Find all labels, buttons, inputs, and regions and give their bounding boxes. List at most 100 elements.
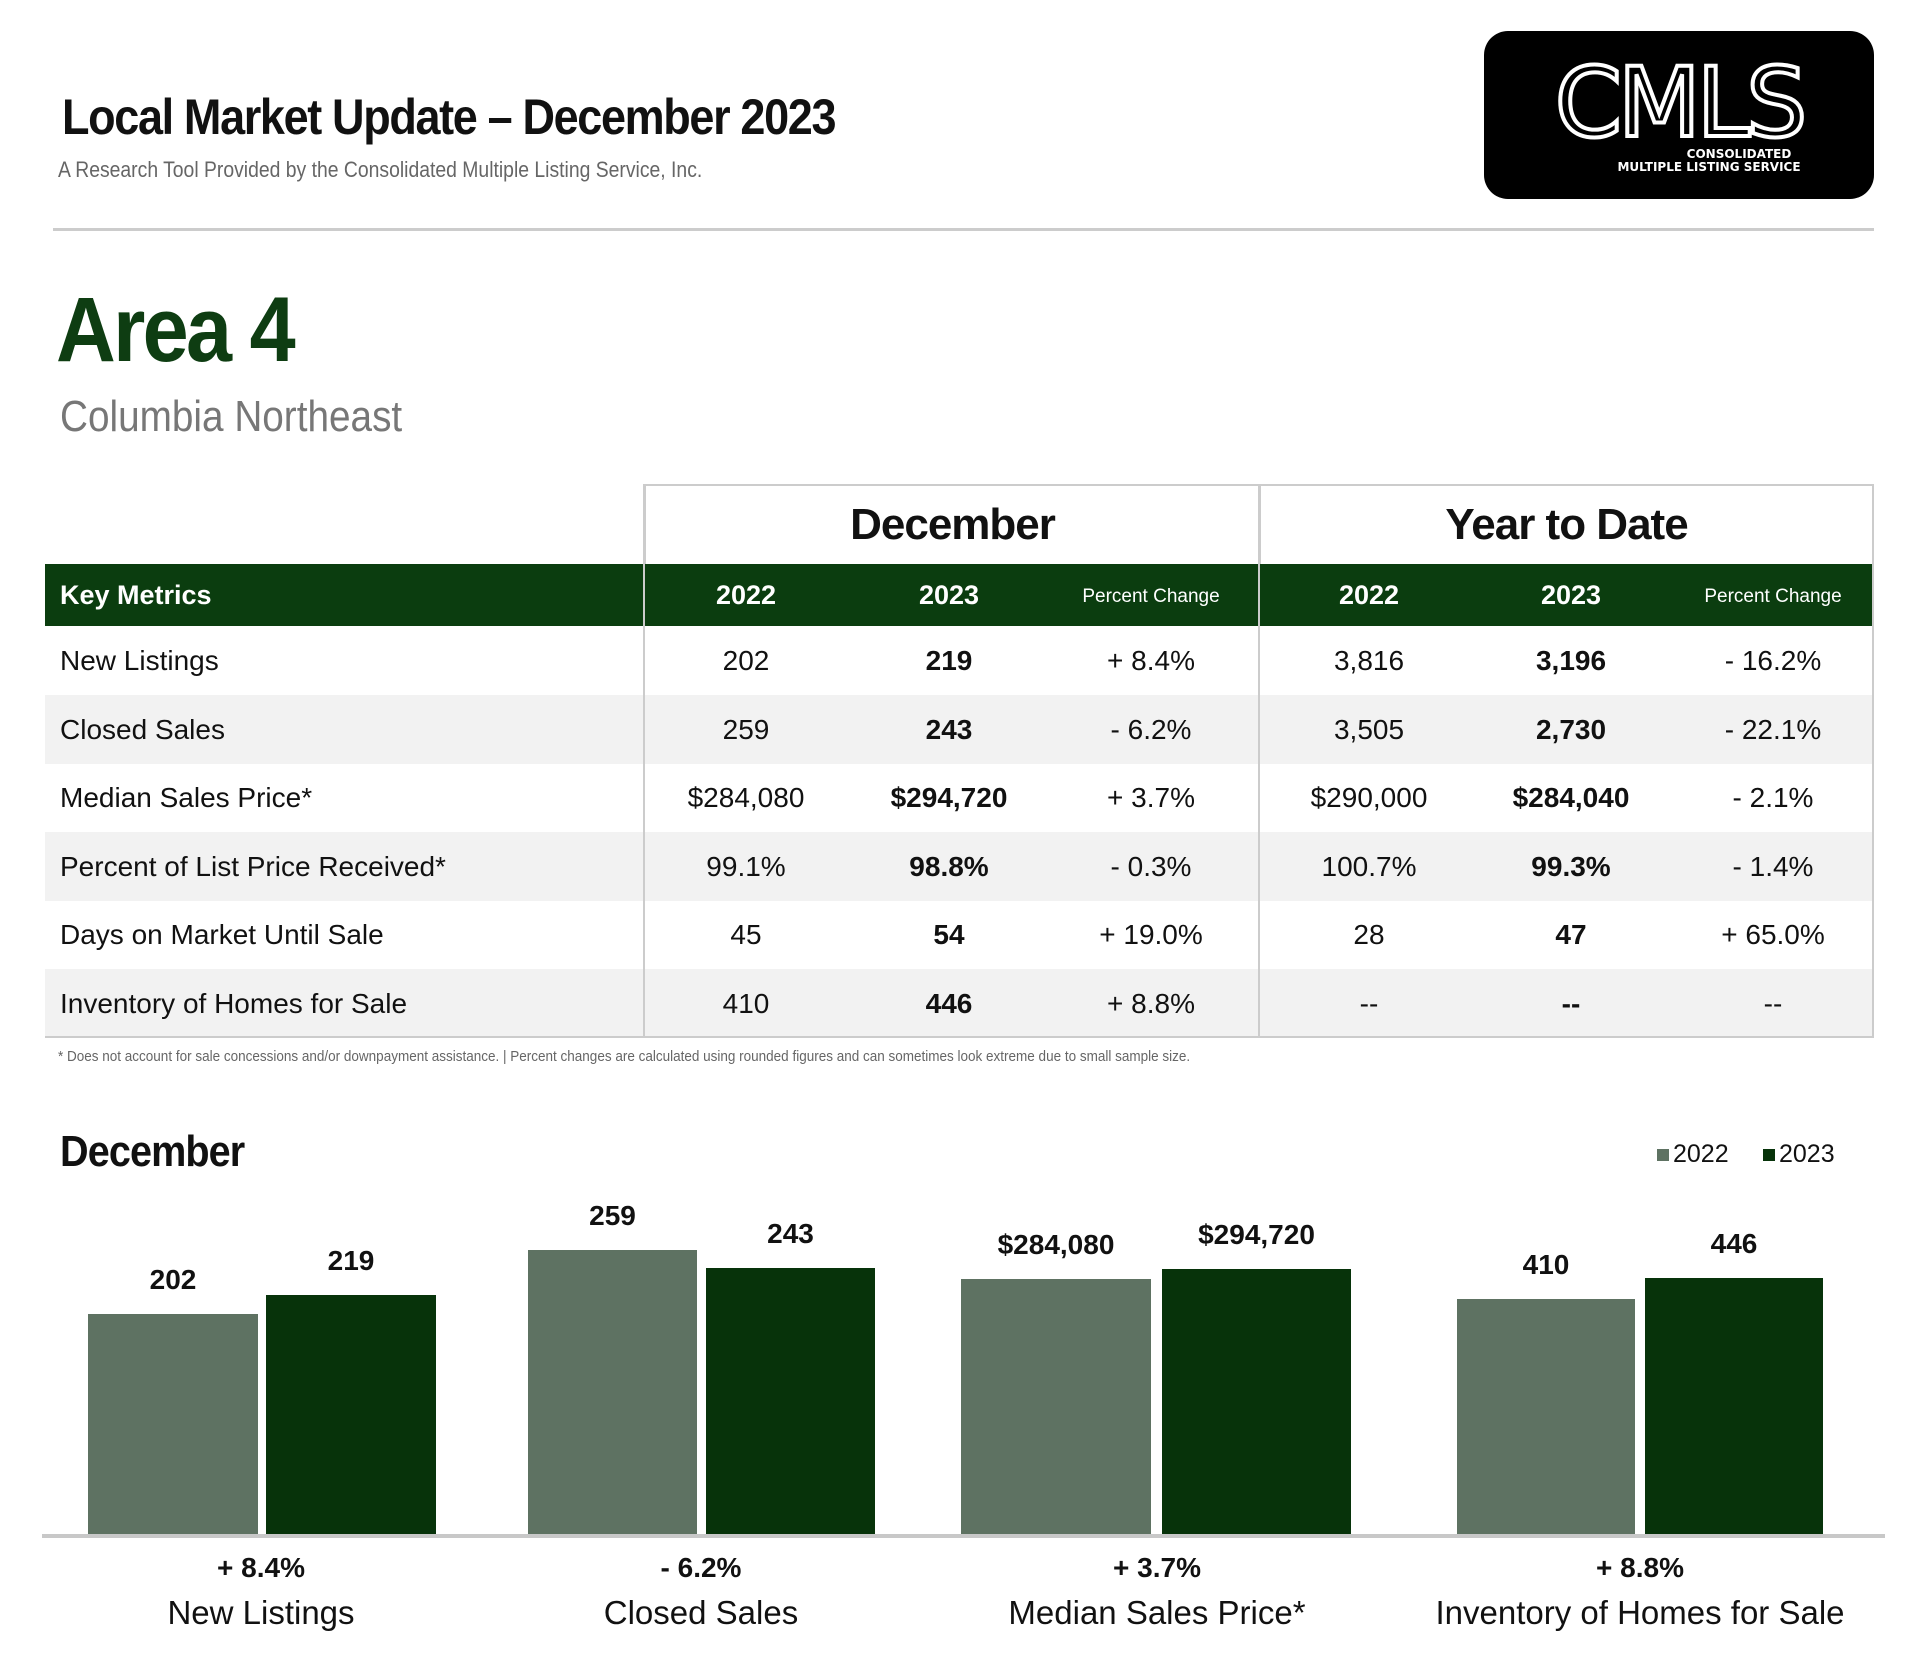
legend-2023: 2023 (1763, 1140, 1835, 1169)
table-cell: 99.3% (1531, 850, 1611, 882)
bar-2022 (961, 1278, 1151, 1534)
table-cell: 3,816 (1333, 645, 1405, 676)
table-row: Median Sales Price* $284,080 $294,720 + 3.7… (45, 763, 1874, 832)
table-cell: 2,730 (1535, 713, 1607, 745)
col-ytd-pct: Percent Change (1704, 586, 1842, 607)
table-row: Percent of List Price Received* 99.1% 98.8… (45, 831, 1874, 901)
legend-label: 2022 (1673, 1140, 1729, 1168)
table-cell: - 2.1% (1732, 782, 1814, 813)
table-cell: 410 (722, 987, 770, 1019)
bar-2022 (1457, 1298, 1635, 1534)
column-divider (1872, 484, 1874, 1038)
table-cell: + 8.8% (1107, 987, 1195, 1019)
metric-label: New Listings (60, 645, 219, 676)
table-cell: 100.7% (1321, 850, 1417, 882)
area-title: Area 4 (56, 279, 296, 381)
table-cell: -- (1359, 987, 1379, 1019)
col-dec-pct: Percent Change (1082, 586, 1220, 607)
legend-label: 2023 (1779, 1140, 1835, 1168)
svg-text:CONSOLIDATED: CONSOLIDATED (1687, 147, 1792, 161)
bar-value-label: $284,080 (997, 1228, 1115, 1260)
bar-value-label: 259 (589, 1200, 636, 1231)
table-cell: -- (1561, 987, 1581, 1019)
table-row: Inventory of Homes for Sale 410 446 + 8.8% -… (45, 968, 1874, 1038)
percent-change-label: + 8.4% (217, 1552, 305, 1583)
table-cell: $284,040 (1512, 782, 1630, 813)
category-label: Median Sales Price* (1008, 1594, 1306, 1631)
col-dec-2022: 2022 (715, 580, 777, 610)
table-cell: + 3.7% (1107, 782, 1195, 813)
table-cell: 202 (722, 645, 770, 676)
metric-label: Days on Market Until Sale (60, 919, 384, 950)
percent-change-label: - 6.2% (660, 1552, 742, 1583)
header-divider (53, 228, 1874, 231)
col-key-metrics: Key Metrics (60, 580, 212, 610)
table-bottom-border (45, 1036, 1874, 1038)
area-subtitle: Columbia Northeast (60, 392, 403, 441)
metric-label: Percent of List Price Received* (60, 850, 446, 882)
table-cell: 259 (722, 713, 770, 745)
col-dec-2023: 2023 (918, 580, 980, 610)
bar-2023 (706, 1267, 875, 1534)
table-cell: - 1.4% (1732, 850, 1814, 882)
table-row: Days on Market Until Sale 45 54 + 19.0% 28 47… (45, 900, 1874, 969)
column-divider (643, 484, 645, 1038)
group-header-ytd: Year to Date (1259, 484, 1874, 564)
chart-baseline (42, 1534, 1885, 1538)
table-cell: 47 (1555, 919, 1587, 950)
table-header-row: Key Metrics 2022 2023 Percent Change 202… (45, 564, 1874, 626)
group-header-december: December (644, 484, 1261, 564)
bar-2023 (1645, 1278, 1823, 1534)
category-label: Inventory of Homes for Sale (1435, 1594, 1845, 1631)
chart-title: December (60, 1127, 245, 1176)
cmls-logo: CMLS CONSOLIDATED MULTIPLE LISTING SERVI… (1484, 31, 1874, 199)
table-cell: + 65.0% (1721, 919, 1825, 950)
table-cell: 3,505 (1333, 713, 1405, 745)
table-cell: $294,720 (890, 782, 1008, 813)
table-row: New Listings 202 219 + 8.4% 3,816 3,196 - 16.2… (45, 626, 1874, 695)
col-ytd-2023: 2023 (1540, 580, 1602, 610)
percent-change-label: + 3.7% (1113, 1552, 1201, 1583)
report-subtitle: A Research Tool Provided by the Consolid… (58, 157, 703, 182)
table-cell: 98.8% (909, 850, 989, 882)
table-cell: 446 (925, 987, 973, 1019)
table-cell: 99.1% (706, 850, 786, 882)
table-row: Closed Sales 259 243 - 6.2% 3,505 2,730 - 22.1… (45, 694, 1874, 764)
bar-2023 (266, 1295, 436, 1534)
table-cell: - 22.1% (1724, 713, 1822, 745)
table-cell: -- (1763, 987, 1783, 1019)
table-cell: 219 (925, 645, 973, 676)
table-cell: 3,196 (1535, 645, 1607, 676)
report-title: Local Market Update – December 2023 (62, 89, 836, 145)
metric-label: Inventory of Homes for Sale (60, 987, 408, 1019)
svg-text:MULTIPLE LISTING SERVICE: MULTIPLE LISTING SERVICE (1617, 160, 1800, 174)
bar-2022 (528, 1250, 697, 1534)
bar-value-label: 219 (327, 1245, 375, 1276)
bar-value-label: 243 (767, 1217, 814, 1249)
table-cell: 54 (933, 919, 965, 950)
table-cell: 243 (925, 713, 973, 745)
bar-2022 (88, 1313, 258, 1534)
bar-value-label: 410 (1522, 1248, 1570, 1280)
table-cell: - 16.2% (1724, 645, 1822, 676)
col-ytd-2022: 2022 (1338, 580, 1400, 610)
legend-swatch-2023 (1763, 1148, 1775, 1161)
footnote: * Does not account for sale concessions … (58, 1048, 1191, 1065)
column-divider (1258, 484, 1260, 1038)
category-label: New Listings (167, 1594, 355, 1631)
table-cell: 45 (730, 919, 762, 950)
bar-value-label: 202 (149, 1263, 197, 1295)
table-cell: + 8.4% (1107, 645, 1195, 676)
svg-text:CMLS: CMLS (1555, 47, 1803, 159)
legend-swatch-2022 (1657, 1148, 1669, 1161)
table-cell: 28 (1353, 919, 1385, 950)
table-cell: + 19.0% (1099, 919, 1203, 950)
bar-value-label: $294,720 (1198, 1219, 1315, 1250)
table-cell: $290,000 (1310, 782, 1428, 813)
bar-value-label: 446 (1710, 1228, 1758, 1259)
legend-2022: 2022 (1657, 1140, 1729, 1169)
metric-label: Median Sales Price* (60, 782, 313, 813)
percent-change-label: + 8.8% (1596, 1552, 1684, 1583)
metric-label: Closed Sales (60, 713, 225, 745)
